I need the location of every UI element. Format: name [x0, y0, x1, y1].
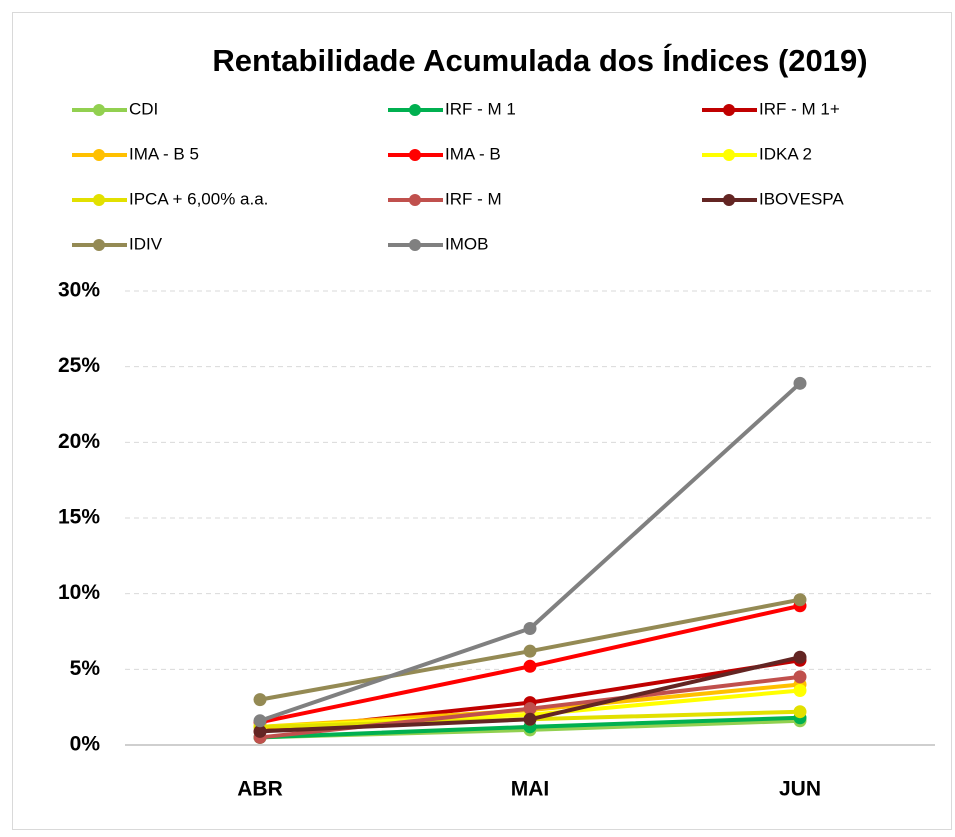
data-point [793, 670, 807, 684]
y-tick-label: 20% [58, 430, 100, 453]
data-point [253, 714, 267, 728]
legend-label: IMA - B 5 [129, 144, 199, 163]
data-point [793, 684, 807, 698]
legend-marker [93, 194, 105, 206]
y-tick-label: 10% [58, 581, 100, 604]
legend-marker [409, 149, 421, 161]
legend-marker [93, 149, 105, 161]
data-point [793, 650, 807, 664]
legend-label: IMA - B [445, 144, 501, 163]
legend-marker [93, 104, 105, 116]
data-point [793, 593, 807, 607]
y-tick-label: 30% [58, 279, 100, 302]
legend-label: IRF - M [445, 189, 502, 208]
legend-label: IRF - M 1 [445, 99, 516, 118]
legend-label: IMOB [445, 234, 488, 253]
legend-label: IDIV [129, 234, 163, 253]
data-point [253, 693, 267, 707]
legend-marker [409, 104, 421, 116]
data-point [523, 702, 537, 716]
x-tick-label: ABR [237, 778, 283, 801]
data-point [523, 712, 537, 726]
legend-marker [723, 194, 735, 206]
data-point [253, 724, 267, 738]
y-tick-label: 5% [70, 657, 101, 680]
legend-label: IPCA + 6,00% a.a. [129, 189, 268, 208]
x-tick-label: JUN [779, 778, 821, 801]
legend-marker [723, 149, 735, 161]
legend-label: IRF - M 1+ [759, 99, 840, 118]
legend-label: IBOVESPA [759, 189, 844, 208]
legend-label: CDI [129, 99, 158, 118]
x-tick-label: MAI [511, 778, 550, 801]
chart-title: Rentabilidade Acumulada dos Índices (201… [212, 43, 867, 78]
y-tick-label: 25% [58, 354, 100, 377]
y-tick-label: 15% [58, 506, 100, 529]
y-tick-label: 0% [70, 733, 101, 756]
legend-label: IDKA 2 [759, 144, 812, 163]
data-point [793, 376, 807, 390]
legend-marker [409, 194, 421, 206]
legend-marker [723, 104, 735, 116]
data-point [523, 659, 537, 673]
data-point [523, 644, 537, 658]
data-point [523, 621, 537, 635]
data-point [793, 705, 807, 719]
legend-marker [93, 239, 105, 251]
legend-marker [409, 239, 421, 251]
